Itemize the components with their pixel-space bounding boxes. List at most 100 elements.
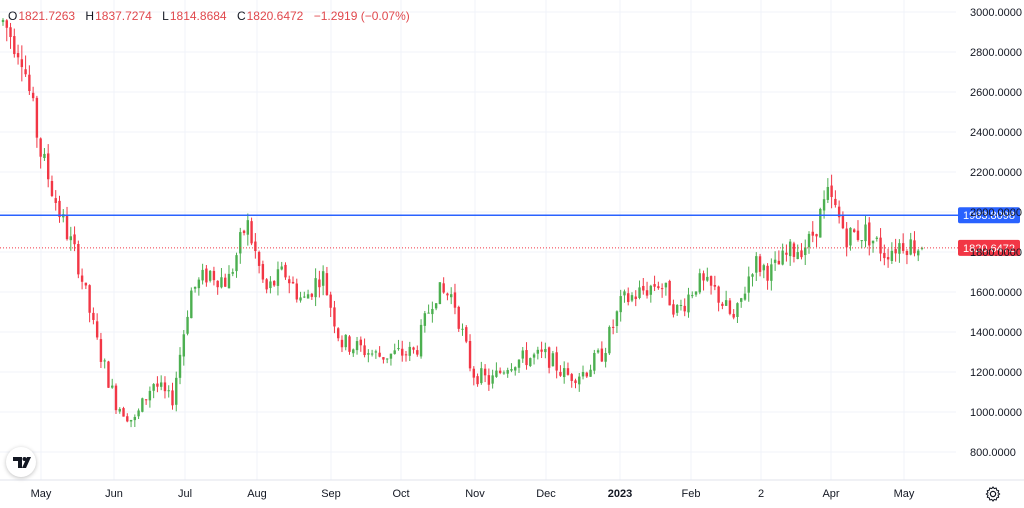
candle-body [205,268,208,283]
candle-body [265,279,268,290]
y-tick-label: 2800.0000 [970,47,1022,59]
candle-body [254,241,257,252]
candle-body [325,273,329,296]
x-tick-label: May [31,488,52,500]
candle-body [788,241,792,257]
candle-body [506,370,509,374]
candle-body [826,186,830,200]
candle-body [13,36,16,55]
candle-body [148,390,152,401]
candle-body [585,372,588,377]
candle-body [156,383,159,387]
y-tick-label: 3000.0000 [970,7,1022,19]
candle-body [510,369,513,371]
candle-body [31,92,35,99]
candle-body [476,376,479,385]
candle-body [197,279,201,289]
candle-body [201,269,204,281]
x-tick-label: May [894,488,915,500]
candle-body [344,334,347,348]
last-price-label: 1820.6472 [963,243,1015,255]
candle-body [521,350,524,359]
candle-body [713,284,717,287]
candle-body [28,74,31,92]
candle-body [178,354,182,378]
candle-body [740,298,743,302]
candle-body [5,20,8,28]
candle-body [781,250,784,265]
candle-body [333,307,336,327]
candle-body [773,259,777,263]
candle-body [627,293,630,303]
candle-body [141,398,144,412]
y-tick-label: 800.0000 [970,447,1016,459]
candle-body [672,304,675,315]
candle-body [9,27,12,38]
close-label: C [236,9,246,23]
candle-body [642,285,645,291]
y-axis[interactable]: 3000.0000 2800.0000 2600.0000 2400.0000 2200… [970,7,1022,459]
candle-body [664,282,668,288]
candle-body [272,280,276,286]
candle-body [284,264,287,278]
candle-body [517,359,521,368]
candle-body [404,354,408,356]
candle-body [20,59,24,68]
candle-body [555,352,558,371]
candle-body [819,208,822,238]
candle-body [348,336,351,352]
gear-icon[interactable] [984,485,1002,503]
y-tick-label: 1600.0000 [970,287,1022,299]
open-value: 1821.7263 [18,9,76,23]
candle-body [77,243,80,275]
candle-body [374,351,378,353]
candle-body [480,368,483,384]
candle-body [1,19,5,23]
candle-body [65,215,69,240]
x-tick-label: 2023 [608,488,632,500]
candle-body [547,347,551,368]
candle-body [804,247,807,256]
ohlc-legend: O1821.7263 H1837.7274 L1814.8684 C1820.6… [8,9,411,23]
candle-body [845,228,848,248]
candle-body [303,296,306,298]
candle-body [807,233,811,248]
candle-body [216,280,219,288]
x-tick-label: 2 [758,488,764,500]
tradingview-logo-icon[interactable] [6,447,36,477]
candle-body [152,384,155,391]
candle-body [389,353,393,359]
candle-body [758,256,762,272]
candle-body [694,291,698,295]
candle-body [159,382,163,387]
candle-body [133,416,137,421]
candle-body [562,368,566,378]
candle-body [728,300,732,314]
candle-body [702,273,705,281]
candle-body [525,350,528,366]
high-label: H [85,9,95,23]
close-value: 1820.6472 [246,9,304,23]
candle-body [359,339,363,346]
candle-body [450,294,453,298]
candle-body [683,305,686,312]
candle-body [58,200,61,218]
candle-body [190,290,193,319]
candle-body [815,234,818,237]
candle-body [261,264,265,280]
x-tick-label: Jul [178,488,192,500]
candle-body [721,303,724,306]
change-value: −1.2919 (−0.07%) [313,9,410,23]
x-axis[interactable]: May Jun Jul Aug Sep Oct Nov Dec 2023 Feb 2 Apr May [0,479,1024,500]
candle-body [630,295,634,301]
y-tick-label: 1000.0000 [970,407,1022,419]
last-price-line-group: 1820.6472 [0,239,1020,256]
candle-body [408,346,411,356]
candle-body [171,390,174,406]
candle-body [269,281,272,289]
candle-body [291,281,295,284]
candle-body [638,287,641,298]
candle-body [544,348,547,353]
horizontal-line-group[interactable]: 1983.8098 [0,207,1020,224]
